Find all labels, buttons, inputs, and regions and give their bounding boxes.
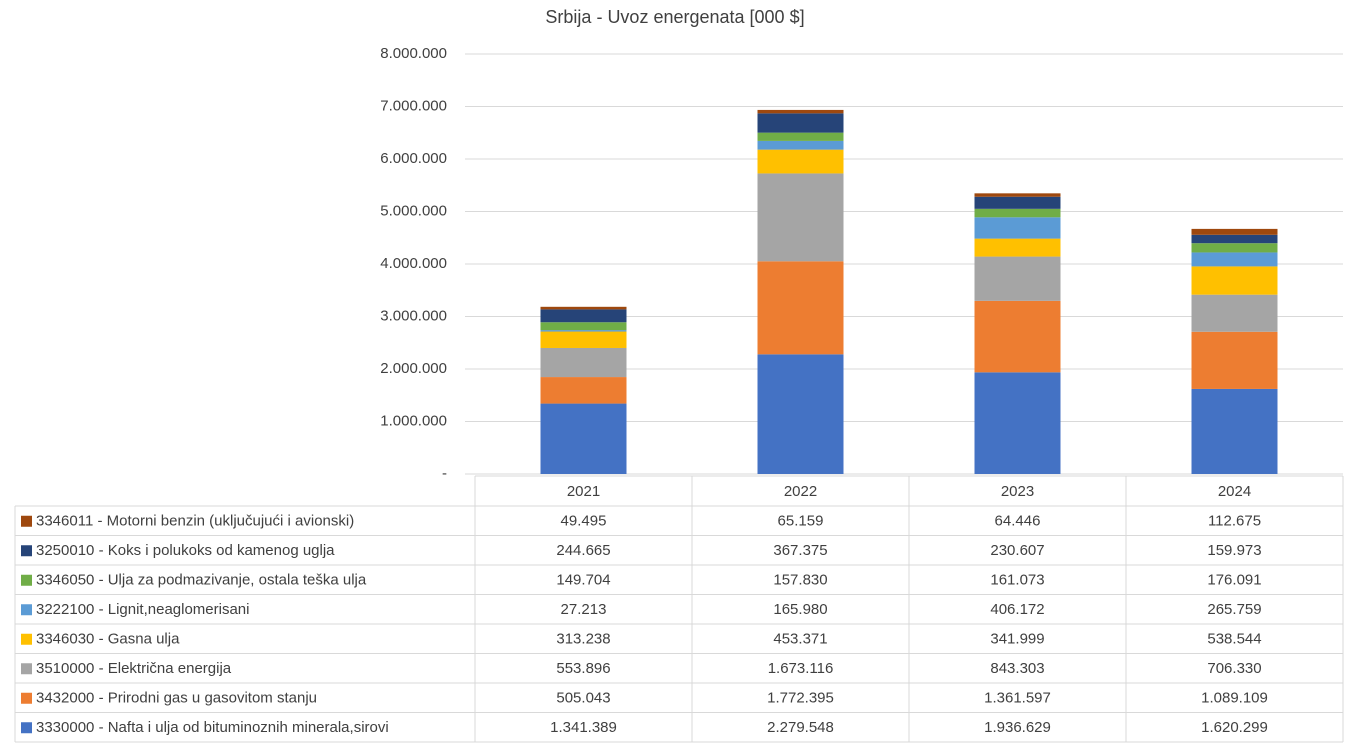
bar-segment <box>974 217 1061 239</box>
bar-segment <box>1191 266 1278 295</box>
table-value: 230.607 <box>990 542 1044 559</box>
table-value: 1.620.299 <box>1201 719 1268 736</box>
x-tick-label: 2022 <box>784 483 817 500</box>
y-tick-label: - <box>442 465 447 482</box>
bar-segment <box>757 113 844 133</box>
table-value: 367.375 <box>773 542 827 559</box>
legend-label: 3346050 - Ulja za podmazivanje, ostala t… <box>36 572 367 589</box>
bar-segment <box>1191 228 1278 235</box>
table-value: 49.495 <box>561 513 607 530</box>
bar-segment <box>540 309 627 323</box>
y-tick-label: 6.000.000 <box>380 150 447 167</box>
table-value: 1.936.629 <box>984 719 1051 736</box>
bar-segment <box>540 331 627 348</box>
y-tick-label: 5.000.000 <box>380 202 447 219</box>
table-value: 1.361.597 <box>984 690 1051 707</box>
legend-label: 3222100 - Lignit,neaglomerisani <box>36 601 249 618</box>
bar-segment <box>974 300 1061 373</box>
bar-segment <box>1191 331 1278 389</box>
table-value: 505.043 <box>556 690 610 707</box>
table-value: 553.896 <box>556 660 610 677</box>
bar-segment <box>757 354 844 474</box>
table-value: 149.704 <box>556 572 610 589</box>
legend-swatch <box>21 545 32 557</box>
legend-swatch <box>21 604 32 616</box>
bar-segment <box>757 140 844 150</box>
y-tick-label: 3.000.000 <box>380 307 447 324</box>
bar-segment <box>540 347 627 378</box>
y-tick-label: 4.000.000 <box>380 255 447 272</box>
y-tick-label: 7.000.000 <box>380 97 447 114</box>
table-value: 313.238 <box>556 631 610 648</box>
table-value: 265.759 <box>1207 601 1261 618</box>
bar-segment <box>1191 294 1278 332</box>
bar-segment <box>540 322 627 331</box>
legend-label: 3432000 - Prirodni gas u gasovitom stanj… <box>36 690 317 707</box>
legend-label: 3250010 - Koks i polukoks od kamenog ugl… <box>36 542 335 559</box>
bar-segment <box>974 372 1061 474</box>
table-value: 2.279.548 <box>767 719 834 736</box>
y-tick-label: 1.000.000 <box>380 412 447 429</box>
table-value: 65.159 <box>778 513 824 530</box>
legend-label: 3346030 - Gasna ulja <box>36 631 180 648</box>
legend-swatch <box>21 633 32 645</box>
bar-segment <box>540 306 627 310</box>
bar-segment <box>540 330 627 332</box>
bar-segment <box>974 208 1061 218</box>
legend-label: 3510000 - Električna energija <box>36 660 232 677</box>
bar-segment <box>974 193 1061 197</box>
table-value: 112.675 <box>1208 513 1261 530</box>
bar-segment <box>1191 243 1278 253</box>
bar-segment <box>757 261 844 355</box>
table-value: 165.980 <box>773 601 827 618</box>
legend-swatch <box>21 722 32 734</box>
table-value: 341.999 <box>990 631 1044 648</box>
x-tick-label: 2021 <box>567 483 600 500</box>
chart-title: Srbija - Uvoz energenata [000 $] <box>545 7 804 27</box>
legend-swatch <box>21 574 32 586</box>
y-tick-label: 2.000.000 <box>380 360 447 377</box>
bar-segment <box>974 256 1061 301</box>
table-value: 406.172 <box>990 601 1044 618</box>
bar-segment <box>1191 388 1278 474</box>
table-value: 538.544 <box>1207 631 1261 648</box>
bar-segment <box>757 132 844 141</box>
bar-segment <box>757 109 844 114</box>
bar-segment <box>757 149 844 174</box>
table-value: 176.091 <box>1207 572 1261 589</box>
table-value: 843.303 <box>990 660 1044 677</box>
table-value: 244.665 <box>556 542 610 559</box>
table-value: 157.830 <box>773 572 827 589</box>
x-tick-label: 2023 <box>1001 483 1034 500</box>
table-value: 706.330 <box>1207 660 1261 677</box>
table-value: 453.371 <box>773 631 827 648</box>
x-tick-label: 2024 <box>1218 483 1251 500</box>
bar-segment <box>540 377 627 404</box>
legend-swatch <box>21 515 32 527</box>
bar-segment <box>1191 252 1278 267</box>
table-value: 159.973 <box>1207 542 1261 559</box>
table-value: 27.213 <box>561 601 607 618</box>
legend-label: 3346011 - Motorni benzin (uključujući i … <box>36 513 354 530</box>
table-value: 64.446 <box>995 513 1041 530</box>
bar-segment <box>974 196 1061 209</box>
bar-segment <box>1191 234 1278 244</box>
table-value: 1.089.109 <box>1201 690 1268 707</box>
legend-swatch <box>21 692 32 704</box>
bar-segment <box>540 403 627 474</box>
legend-swatch <box>21 663 32 675</box>
bar-segment <box>757 173 844 262</box>
legend-label: 3330000 - Nafta i ulja od bituminoznih m… <box>36 719 389 736</box>
bar-segment <box>974 238 1061 257</box>
table-value: 1.772.395 <box>767 690 834 707</box>
y-tick-label: 8.000.000 <box>380 45 447 62</box>
table-value: 1.673.116 <box>768 660 834 677</box>
table-value: 1.341.389 <box>550 719 617 736</box>
table-value: 161.073 <box>990 572 1044 589</box>
